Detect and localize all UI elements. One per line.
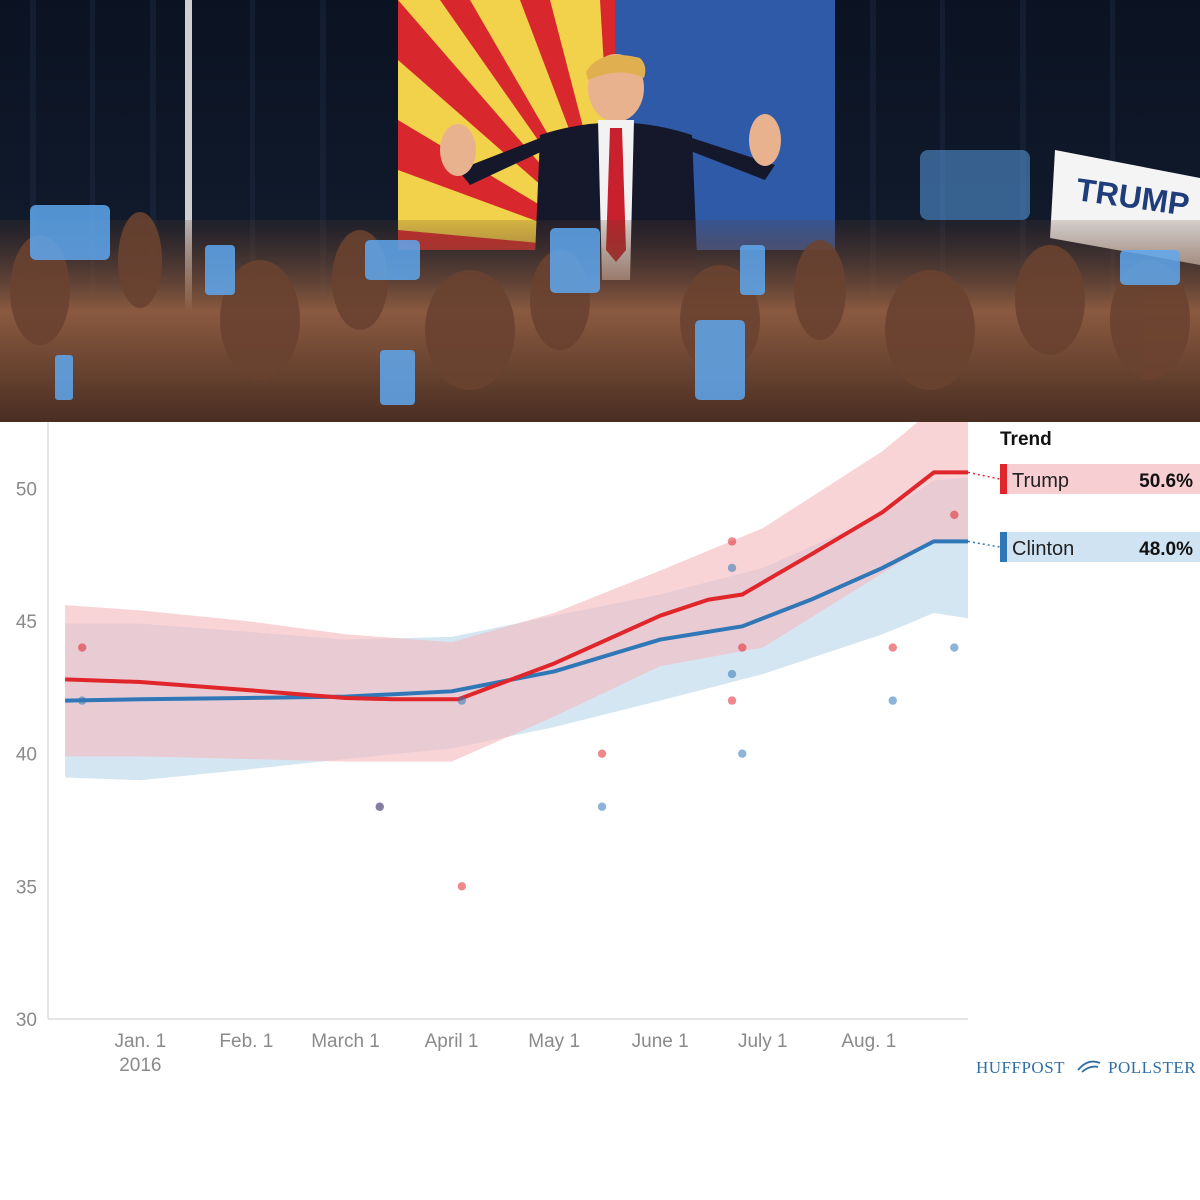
trump-poll-point[interactable] (457, 882, 467, 891)
legend-item-clinton[interactable]: Clinton 48.0% (967, 532, 1200, 562)
pollster-logo: HUFFPOST POLLSTER (976, 1058, 1196, 1077)
x-tick-label: Feb. 1 (219, 1031, 273, 1052)
trump-poll-point[interactable] (950, 510, 959, 520)
clinton-poll-point[interactable] (457, 696, 467, 705)
legend-series-value: 48.0% (1139, 539, 1193, 560)
phone-screens (30, 150, 1180, 405)
trend-lines (65, 470, 968, 703)
clinton-poll-point[interactable] (597, 802, 607, 811)
legend-swatch (1000, 532, 1007, 562)
clinton-poll-point[interactable] (738, 749, 747, 758)
brand-huffpost: HUFFPOST (976, 1058, 1065, 1077)
y-tick-label: 45 (16, 612, 37, 633)
logo-mark-icon (1077, 1060, 1101, 1073)
legend-swatch (1000, 464, 1007, 494)
clinton-poll-point[interactable] (375, 802, 384, 811)
clinton-poll-point[interactable] (950, 643, 959, 652)
clinton-poll-point[interactable] (727, 669, 737, 679)
trump-poll-point[interactable] (727, 696, 737, 705)
x-tick-label: June 1 (632, 1031, 689, 1052)
y-tick-label: 30 (16, 1010, 37, 1031)
y-tick-label: 35 (16, 877, 37, 898)
legend-series-name: Clinton (1012, 538, 1074, 560)
clinton-poll-point[interactable] (78, 696, 87, 705)
x-tick-label: Aug. 1 (841, 1031, 896, 1052)
legend-series-name: Trump (1012, 470, 1069, 492)
legend-row-bg (1000, 532, 1200, 562)
y-tick-label: 40 (16, 745, 37, 766)
legend-connector (967, 540, 1001, 548)
legend-title: Trend (1000, 429, 1052, 450)
trump-confidence-band (65, 422, 968, 762)
clinton-trend-line (65, 539, 968, 703)
poll-points (78, 510, 959, 891)
y-axis-ticks: 30 35 40 45 50 (16, 479, 37, 1031)
poll-chart: 30 35 40 45 50 Jan. 1 2016 Feb. 1 March 1 April … (16, 422, 1200, 1077)
trump-poll-point[interactable] (78, 643, 87, 652)
x-axis-ticks: Jan. 1 2016 Feb. 1 March 1 April 1 May 1 June … (114, 1031, 896, 1076)
x-tick-label: July 1 (738, 1031, 788, 1052)
x-tick-label: Jan. 1 (114, 1031, 166, 1052)
y-tick-label: 50 (16, 479, 37, 500)
confidence-bands (65, 422, 969, 781)
x-tick-label: April 1 (425, 1031, 479, 1052)
brand-pollster: POLLSTER (1108, 1058, 1196, 1077)
legend-connector (967, 471, 1001, 480)
flag-pole (185, 0, 192, 320)
clinton-poll-point[interactable] (888, 696, 897, 705)
legend-series-value: 50.6% (1139, 471, 1193, 492)
x-tick-label: March 1 (311, 1031, 380, 1052)
trump-poll-point[interactable] (597, 749, 607, 758)
legend-row-bg (1000, 464, 1200, 494)
x-tick-label: May 1 (528, 1031, 580, 1052)
trump-poll-point[interactable] (888, 643, 897, 652)
x-tick-sublabel: 2016 (119, 1055, 161, 1076)
legend-item-trump[interactable]: Trump 50.6% (967, 464, 1200, 494)
trump-poll-point[interactable] (738, 643, 747, 652)
clinton-poll-point[interactable] (727, 563, 737, 573)
trump-trend-line (65, 470, 968, 702)
legend: Trend Trump 50.6% Clinton 48.0% (967, 429, 1200, 562)
axes (47, 422, 968, 1020)
rally-photo: TRUMP (0, 0, 1200, 422)
trump-poll-point[interactable] (727, 537, 737, 546)
